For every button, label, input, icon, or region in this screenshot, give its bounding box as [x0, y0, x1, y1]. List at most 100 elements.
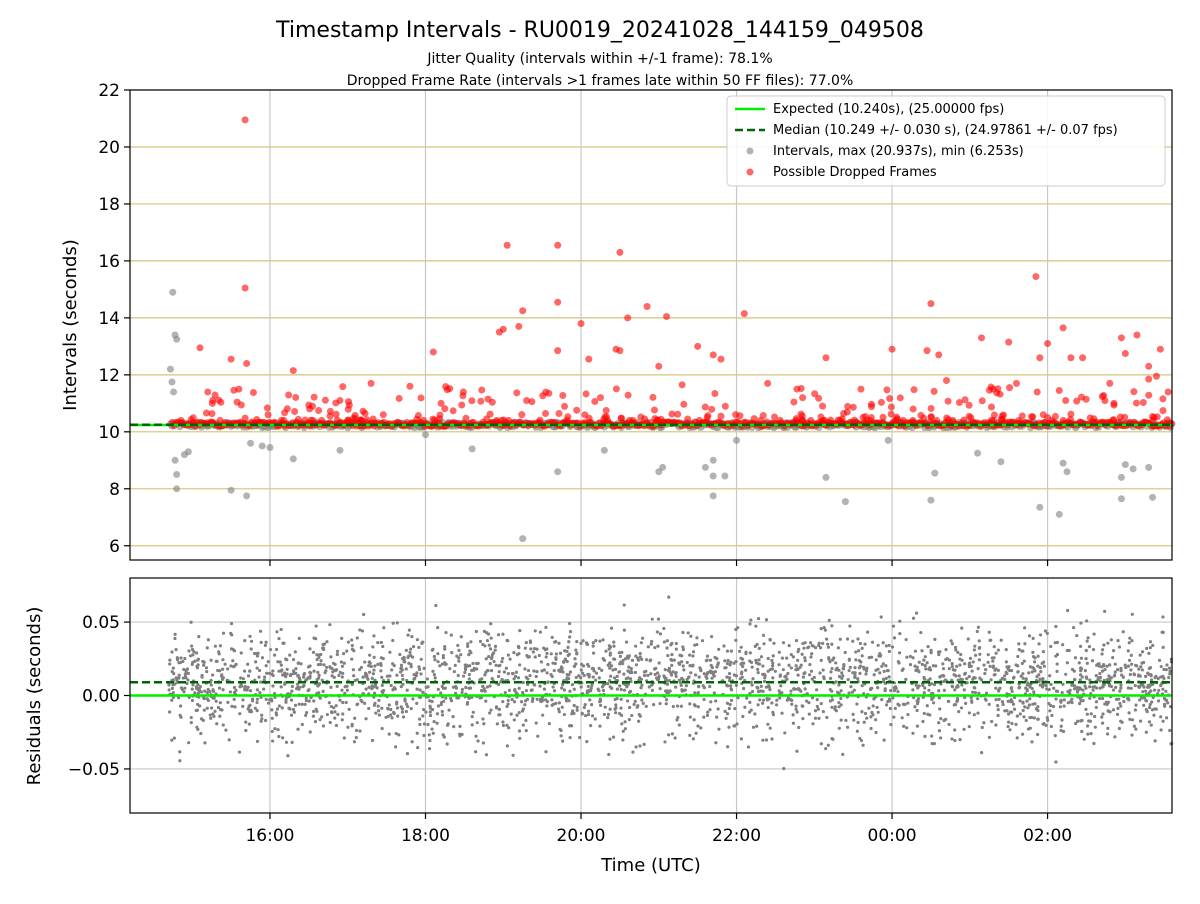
residual-point: [921, 720, 924, 723]
residual-point: [211, 712, 214, 715]
residual-point: [837, 705, 840, 708]
residual-point: [1003, 674, 1006, 677]
residual-point: [200, 717, 203, 720]
residual-point: [452, 725, 455, 728]
residual-point: [345, 685, 348, 688]
residual-point: [501, 633, 504, 636]
residual-point: [744, 669, 747, 672]
residual-point: [993, 669, 996, 672]
residual-point: [713, 691, 716, 694]
residual-point: [336, 650, 339, 653]
residual-point: [656, 671, 659, 674]
residual-point: [1148, 706, 1151, 709]
residual-point: [769, 668, 772, 671]
residual-point: [371, 686, 374, 689]
top-y-tick-label: 6: [109, 537, 120, 557]
residual-point: [741, 715, 744, 718]
residual-point: [911, 732, 914, 735]
residual-point: [1080, 730, 1083, 733]
residual-point: [922, 676, 925, 679]
residual-point: [497, 675, 500, 678]
residual-point: [584, 714, 587, 717]
residual-point: [1113, 674, 1116, 677]
residual-point: [848, 658, 851, 661]
residual-point: [874, 669, 877, 672]
residual-point: [298, 676, 301, 679]
residual-point: [430, 727, 433, 730]
residual-point: [659, 687, 662, 690]
residual-point: [318, 718, 321, 721]
residual-point: [554, 656, 557, 659]
residual-point: [666, 689, 669, 692]
residual-point: [446, 742, 449, 745]
dropped-frame-point: [694, 343, 701, 350]
residual-point: [363, 702, 366, 705]
dropped-frame-point: [1130, 388, 1137, 395]
residual-point: [792, 713, 795, 716]
residual-point: [854, 650, 857, 653]
residual-point: [796, 650, 799, 653]
residual-point: [569, 670, 572, 673]
residual-point: [637, 720, 640, 723]
residual-point: [1042, 660, 1045, 663]
residual-point: [692, 650, 695, 653]
residual-point: [470, 669, 473, 672]
residual-point: [1036, 665, 1039, 668]
residual-point: [255, 652, 258, 655]
residual-point: [630, 667, 633, 670]
dropped-frame-point: [943, 377, 950, 384]
dropped-frame-point: [1060, 324, 1067, 331]
residual-point: [1127, 697, 1130, 700]
residual-point: [797, 726, 800, 729]
residual-point: [758, 647, 761, 650]
residual-point: [789, 698, 792, 701]
residual-point: [483, 630, 486, 633]
residual-point: [269, 648, 272, 651]
residual-point: [294, 650, 297, 653]
residual-point: [280, 628, 283, 631]
residual-point: [1086, 732, 1089, 735]
residual-point: [550, 652, 553, 655]
residual-point: [640, 641, 643, 644]
dropped-frame-point: [504, 242, 511, 249]
residual-point: [641, 637, 644, 640]
residual-point: [885, 644, 888, 647]
residual-point: [511, 754, 514, 757]
residual-point: [865, 717, 868, 720]
residual-point: [368, 671, 371, 674]
residual-point: [197, 635, 200, 638]
residual-point: [448, 667, 451, 670]
residual-point: [691, 654, 694, 657]
residual-point: [1130, 663, 1133, 666]
residual-point: [501, 720, 504, 723]
interval-point: [167, 366, 174, 373]
residual-point: [869, 688, 872, 691]
residual-point: [614, 668, 617, 671]
dropped-frame-point: [380, 411, 387, 418]
residual-point: [757, 617, 760, 620]
residual-point: [522, 681, 525, 684]
residual-point: [782, 767, 785, 770]
residual-point: [618, 684, 621, 687]
residual-point: [206, 707, 209, 710]
residual-point: [1005, 648, 1008, 651]
residual-point: [786, 672, 789, 675]
dropped-frame-point: [880, 414, 887, 421]
residual-point: [732, 662, 735, 665]
residual-point: [1054, 625, 1057, 628]
residual-point: [603, 659, 606, 662]
residual-point: [703, 686, 706, 689]
residual-point: [203, 708, 206, 711]
residual-point: [861, 654, 864, 657]
residual-point: [604, 706, 607, 709]
residual-point: [736, 626, 739, 629]
residual-point: [997, 708, 1000, 711]
residual-point: [290, 690, 293, 693]
dropped-frame-point: [554, 242, 561, 249]
residual-point: [576, 709, 579, 712]
dropped-frame-point: [203, 409, 210, 416]
dropped-frame-point: [489, 399, 496, 406]
residual-point: [518, 737, 521, 740]
residual-point: [888, 699, 891, 702]
residual-point: [956, 685, 959, 688]
